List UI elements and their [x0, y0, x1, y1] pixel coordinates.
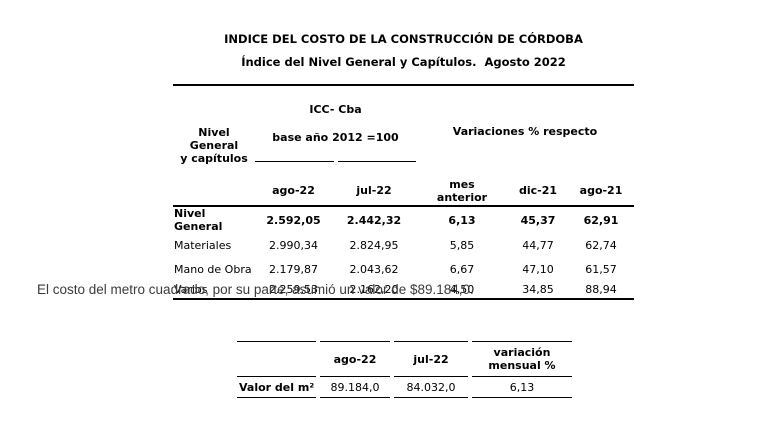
table-row-nivel-general: Nivel General 2.592,05 2.442,32 6,13 45,…	[173, 206, 634, 233]
icc-index-table-body: Nivel General 2.592,05 2.442,32 6,13 45,…	[173, 206, 634, 299]
table-row-mano-de-obra: Mano de Obra 2.179,87 2.043,62 6,67 47,1…	[173, 257, 634, 281]
table-cell: 62,74	[585, 238, 617, 252]
header-row-groups: Nivel General y capítulos ICC- Cba base …	[173, 85, 634, 207]
row-label: Varios	[174, 283, 208, 296]
table-cell: 2.259,53	[269, 283, 318, 296]
column-header-dic-21: dic-21	[508, 176, 568, 207]
table-cell: 34,85	[522, 283, 554, 296]
valor-m2-table-header: ago-22 jul-22 variación mensual %	[237, 341, 572, 377]
column-header-mes-anterior: mes anterior	[416, 176, 508, 207]
column-header-jul-22: jul-22	[332, 176, 416, 207]
table-cell: 5,85	[449, 238, 475, 252]
table-cell: 6,13	[472, 377, 572, 398]
table-cell: 61,57	[585, 262, 617, 276]
column-header-variacion-mensual: variación mensual %	[472, 341, 572, 377]
table-cell: 88,94	[585, 283, 617, 296]
table-row-valor-m2: Valor del m² 89.184,0 84.032,0 6,13	[237, 377, 572, 398]
icc-index-table-header: Nivel General y capítulos ICC- Cba base …	[173, 85, 635, 207]
row-label: Nivel General	[174, 207, 223, 233]
table-cell: 47,10	[522, 262, 554, 276]
table-row-materiales: Materiales 2.990,34 2.824,95 5,85 44,77 …	[173, 233, 634, 257]
icc-index-table: Nivel General y capítulos ICC- Cba base …	[173, 84, 635, 300]
table-cell: 2.592,05	[266, 213, 321, 227]
table-cell: 45,37	[520, 213, 556, 227]
table-cell: 2.179,87	[269, 262, 318, 276]
row-label: Mano de Obra	[174, 262, 252, 276]
column-header-ago-22: ago-22	[320, 341, 390, 377]
column-group-variaciones: Variaciones % respecto	[452, 124, 598, 138]
table-cell: 44,77	[522, 238, 554, 252]
table-row-varios: Varios 2.259,53 2.162,20 4,50 34,85 88,9…	[173, 281, 634, 299]
table-cell: 2.990,34	[269, 238, 318, 252]
icc-group-line2: base año 2012 =100	[272, 131, 399, 144]
table-cell: 62,91	[583, 213, 619, 227]
table-cell: 6,67	[449, 262, 475, 276]
table-cell: 2.824,95	[349, 238, 399, 252]
table-cell: 2.043,62	[349, 262, 399, 276]
body-paragraph: El costo del metro cuadrado, por su part…	[37, 282, 474, 297]
row-label: Materiales	[174, 238, 232, 252]
empty-header-cell	[237, 341, 316, 377]
row-label: Valor del m²	[237, 377, 316, 398]
page-title: INDICE DEL COSTO DE LA CONSTRUCCIÓN DE C…	[224, 32, 583, 46]
table-cell: 89.184,0	[320, 377, 390, 398]
table-cell: 84.032,0	[394, 377, 468, 398]
header-row-columns: ago-22 jul-22 mes anterior dic-21 ago-21	[173, 176, 635, 207]
stub-header-nivel-general-y-capitulos: Nivel General y capítulos	[173, 85, 255, 207]
valor-m2-table: ago-22 jul-22 variación mensual % Valor …	[233, 341, 576, 398]
column-header-ago-22: ago-22	[255, 176, 332, 207]
page-subtitle: Índice del Nivel General y Capítulos. Ag…	[241, 55, 566, 69]
table-cell: 2.442,32	[346, 213, 402, 227]
column-header-ago-21: ago-21	[568, 176, 635, 207]
table-cell: 6,13	[448, 213, 476, 227]
column-header-jul-22: jul-22	[394, 341, 468, 377]
table-cell: 4,50	[449, 283, 475, 296]
icc-group-underline	[255, 161, 416, 162]
header-row: ago-22 jul-22 variación mensual %	[237, 341, 572, 377]
icc-group-line1: ICC- Cba	[309, 103, 362, 116]
title-block: INDICE DEL COSTO DE LA CONSTRUCCIÓN DE C…	[173, 32, 634, 69]
column-group-icc-cba: ICC- Cba base año 2012 =100	[255, 85, 416, 176]
valor-m2-table-body: Valor del m² 89.184,0 84.032,0 6,13	[237, 377, 572, 398]
table-cell: 2.162,20	[349, 283, 399, 296]
